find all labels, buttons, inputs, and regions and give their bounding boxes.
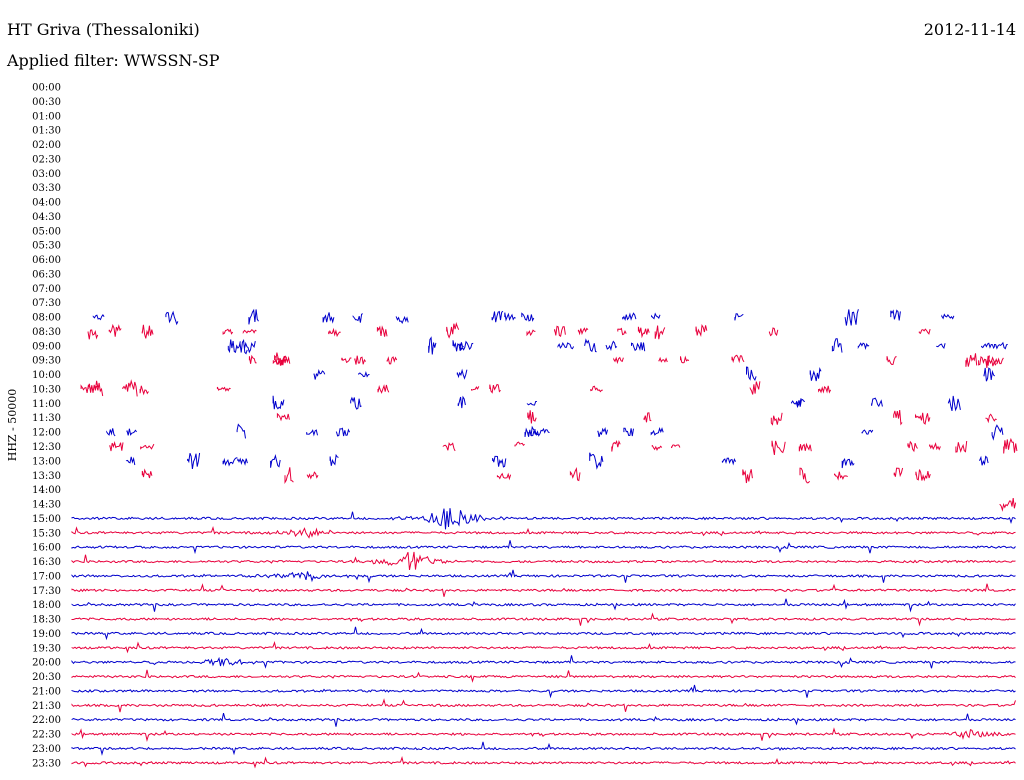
tick-label-1630: 16:30 (32, 557, 61, 568)
trace-row-1430 (999, 498, 1017, 512)
tick-label-0230: 02:30 (32, 154, 61, 165)
tick-label-0030: 00:30 (32, 97, 61, 108)
tick-label-2300: 23:00 (32, 744, 61, 755)
tick-label-0900: 09:00 (32, 341, 61, 352)
trace-row-2100 (71, 684, 1016, 699)
date-label: 2012-11-14 (923, 20, 1016, 39)
trace-row-1100 (272, 395, 961, 412)
tick-label-0700: 07:00 (32, 284, 61, 295)
tick-label-2330: 23:30 (32, 758, 61, 769)
trace-row-1930 (71, 640, 1016, 654)
tick-label-1000: 10:00 (32, 370, 61, 381)
trace-row-1530 (71, 525, 1016, 539)
trace-row-1600 (71, 540, 1016, 555)
tick-label-0830: 08:30 (32, 327, 61, 338)
trace-row-0900 (227, 336, 1008, 355)
tick-label-2030: 20:30 (32, 672, 61, 683)
tick-label-1830: 18:30 (32, 615, 61, 626)
trace-row-1300 (125, 452, 989, 470)
tick-label-1400: 14:00 (32, 485, 61, 496)
trace-row-1630 (71, 551, 1016, 570)
tick-label-0400: 04:00 (32, 198, 61, 209)
tick-label-1100: 11:00 (32, 399, 61, 410)
tick-label-1530: 15:30 (32, 528, 61, 539)
trace-row-1330 (141, 466, 931, 485)
trace-row-1000 (313, 366, 996, 382)
trace-row-1130 (276, 410, 997, 426)
trace-row-2300 (71, 741, 1016, 756)
trace-row-2230 (71, 727, 1016, 743)
trace-row-0830 (87, 322, 931, 340)
tick-label-1030: 10:30 (32, 384, 61, 395)
tick-label-1700: 17:00 (32, 571, 61, 582)
tick-label-0430: 04:30 (32, 212, 61, 223)
trace-row-0930 (248, 352, 1004, 368)
trace-row-1830 (71, 612, 1016, 627)
tick-label-1600: 16:00 (32, 543, 61, 554)
tick-label-0800: 08:00 (32, 313, 61, 324)
tick-label-0200: 02:00 (32, 140, 61, 151)
trace-row-1500 (71, 508, 1016, 530)
tick-label-1800: 18:00 (32, 600, 61, 611)
trace-row-1030 (80, 379, 832, 397)
tick-label-1500: 15:00 (32, 514, 61, 525)
tick-label-2000: 20:00 (32, 658, 61, 669)
trace-row-2200 (71, 712, 1016, 727)
tick-label-2130: 21:30 (32, 701, 61, 712)
y-axis-label: HHZ - 50000 (6, 389, 19, 462)
tick-label-0930: 09:30 (32, 356, 61, 367)
trace-row-0800 (92, 308, 955, 326)
tick-label-0530: 05:30 (32, 241, 61, 252)
tick-label-1300: 13:00 (32, 456, 61, 467)
tick-label-0300: 03:00 (32, 169, 61, 180)
station-title: HT Griva (Thessaloniki) (7, 20, 200, 39)
tick-label-0630: 06:30 (32, 269, 61, 280)
tick-label-1930: 19:30 (32, 643, 61, 654)
trace-row-1230 (109, 437, 1018, 455)
tick-label-1330: 13:30 (32, 471, 61, 482)
trace-row-2130 (71, 698, 1016, 713)
trace-row-1900 (71, 626, 1016, 641)
tick-label-2230: 22:30 (32, 730, 61, 741)
tick-label-1230: 12:30 (32, 442, 61, 453)
tick-label-0100: 01:00 (32, 111, 61, 122)
tick-label-1730: 17:30 (32, 586, 61, 597)
filter-label: Applied filter: WWSSN-SP (7, 51, 220, 70)
tick-label-0600: 06:00 (32, 255, 61, 266)
tick-label-1430: 14:30 (32, 500, 61, 511)
trace-row-2330 (71, 755, 1016, 769)
trace-row-1200 (106, 423, 1004, 441)
seismic-traces (71, 308, 1018, 769)
tick-label-0500: 05:00 (32, 226, 61, 237)
tick-label-0330: 03:30 (32, 183, 61, 194)
trace-row-1700 (71, 569, 1016, 584)
trace-row-2030 (71, 669, 1016, 683)
tick-label-0000: 00:00 (32, 83, 61, 94)
tick-label-1200: 12:00 (32, 428, 61, 439)
tick-label-0130: 01:30 (32, 126, 61, 137)
tick-label-2100: 21:00 (32, 686, 61, 697)
trace-row-2000 (71, 655, 1016, 669)
tick-label-1900: 19:00 (32, 629, 61, 640)
tick-label-2200: 22:00 (32, 715, 61, 726)
trace-row-1730 (71, 583, 1016, 597)
time-tick-labels: 00:00 00:30 01:00 01:30 02:00 02:30 03:00 03:30… (32, 83, 61, 770)
tick-label-0730: 07:30 (32, 298, 61, 309)
tick-label-1130: 11:30 (32, 413, 61, 424)
trace-row-1800 (71, 598, 1016, 613)
